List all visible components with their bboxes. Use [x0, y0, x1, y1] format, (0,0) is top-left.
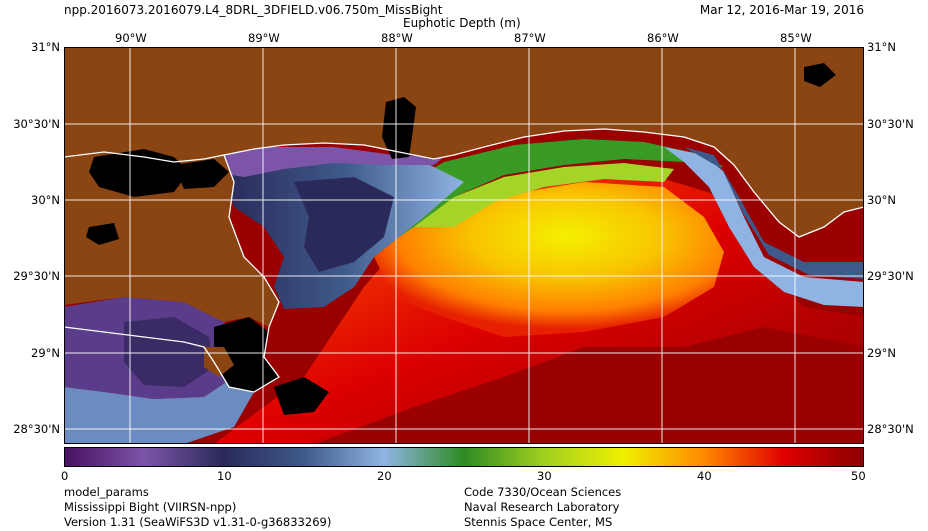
- ocean-lime-band: [414, 163, 674, 227]
- lake-pontchartrain: [89, 149, 189, 197]
- colorbar: [64, 447, 864, 467]
- colorbar-tick-30: 30: [537, 469, 552, 483]
- lake-west: [86, 223, 119, 245]
- land-north: [64, 47, 864, 237]
- ocean-shelf-darknavy: [294, 177, 394, 272]
- lat-label-left-31n: 31°N: [31, 40, 60, 54]
- footer-code: Code 7330/Ocean Sciences: [464, 485, 622, 499]
- lake-apalachicola: [804, 63, 836, 87]
- mobile-bay: [382, 97, 416, 159]
- ocean-darkblue-panhandle: [684, 147, 864, 279]
- lat-label-right-29-30n: 29°30'N: [867, 269, 914, 283]
- footer-region: Mississippi Bight (VIIRSN-npp): [64, 500, 237, 514]
- colorbar-tick-40: 40: [697, 469, 712, 483]
- colorbar-tick-20: 20: [377, 469, 392, 483]
- lat-label-right-28-30n: 28°30'N: [867, 422, 914, 436]
- lat-label-right-31n: 31°N: [867, 40, 896, 54]
- footer-lab: Naval Research Laboratory: [464, 500, 620, 514]
- lat-label-left-29-30n: 29°30'N: [13, 269, 60, 283]
- lon-label-89w: 89°W: [248, 31, 280, 45]
- coastline-louisiana: [64, 154, 280, 393]
- colorbar-tick-10: 10: [217, 469, 232, 483]
- colorbar-tick-50: 50: [851, 469, 866, 483]
- euphotic-depth-map: [64, 47, 864, 444]
- footer-location: Stennis Space Center, MS: [464, 515, 613, 529]
- lake-borgne: [174, 159, 229, 189]
- ocean-west-shelf-inner: [124, 317, 214, 387]
- ocean-green-nearshore: [384, 139, 724, 247]
- lat-label-left-30-30n: 30°30'N: [13, 117, 60, 131]
- nodata-offshore: [274, 377, 329, 415]
- map-frame: [64, 47, 864, 444]
- ocean-west-shelf-blue: [64, 377, 254, 444]
- land-delta-tip: [204, 347, 234, 377]
- lat-label-right-29n: 29°N: [867, 346, 896, 360]
- lat-label-left-29n: 29°N: [31, 346, 60, 360]
- ocean-lightblue-panhandle: [664, 147, 864, 307]
- lon-label-86w: 86°W: [647, 31, 679, 45]
- ocean-purple-sound: [204, 147, 444, 177]
- colorbar-gradient: [64, 447, 864, 467]
- land-louisiana: [64, 152, 279, 327]
- lat-label-left-28-30n: 28°30'N: [13, 422, 60, 436]
- lat-label-left-30n: 30°N: [31, 193, 60, 207]
- lat-label-right-30n: 30°N: [867, 193, 896, 207]
- lon-label-85w: 85°W: [780, 31, 812, 45]
- lon-label-88w: 88°W: [381, 31, 413, 45]
- lat-label-right-30-30n: 30°30'N: [867, 117, 914, 131]
- lon-label-87w: 87°W: [514, 31, 546, 45]
- colorbar-frame: [64, 447, 864, 467]
- file-title: npp.2016073.2016079.L4_8DRL_3DFIELD.v06.…: [64, 3, 443, 17]
- date-range: Mar 12, 2016-Mar 19, 2016: [699, 3, 864, 17]
- lon-label-90w: 90°W: [115, 31, 147, 45]
- footer-version: Version 1.31 (SeaWiFS3D v1.31-0-g3683326…: [64, 515, 332, 529]
- footer-model-params: model_params: [64, 485, 149, 499]
- product-title: Euphotic Depth (m): [403, 16, 521, 30]
- colorbar-tick-0: 0: [61, 469, 69, 483]
- coastline: [64, 128, 864, 238]
